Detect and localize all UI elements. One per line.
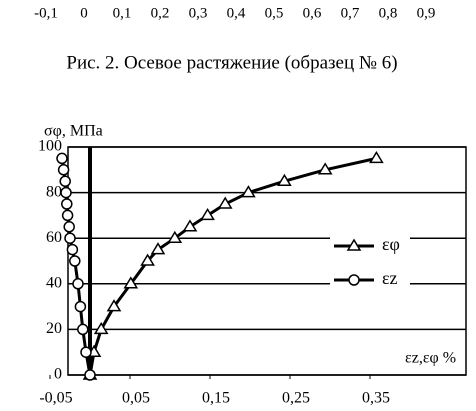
header-tick-label: 0,2 (151, 5, 170, 21)
header-tick-label: 0,1 (113, 5, 132, 21)
marker (63, 221, 75, 233)
x-tick-label: 0,05 (122, 390, 150, 407)
legend-label: εz (382, 268, 398, 288)
marker (80, 346, 92, 358)
y-tick-label: 0 (54, 366, 62, 383)
marker (241, 185, 256, 198)
marker (77, 323, 89, 336)
marker (93, 321, 109, 335)
marker (59, 175, 71, 187)
plot-frame (67, 146, 467, 376)
y-axis-label: σφ, МПа (44, 123, 103, 140)
marker (61, 209, 74, 222)
y-tick-label: 100 (38, 138, 62, 155)
marker (317, 162, 333, 175)
header-tick-label: 0,6 (303, 5, 322, 21)
x-axis-label: εz,εφ % (405, 350, 456, 367)
marker (72, 278, 84, 290)
x-tick-label: 0,15 (202, 390, 230, 407)
marker (56, 152, 68, 165)
marker (66, 243, 79, 256)
marker (61, 198, 73, 210)
y-tick-label: 60 (46, 229, 62, 246)
marker (123, 276, 139, 289)
legend-box (330, 226, 410, 302)
marker (140, 253, 155, 266)
marker (64, 232, 76, 244)
marker (57, 164, 70, 176)
y-tick-label: 80 (46, 183, 62, 200)
y-tick-label: 40 (46, 274, 62, 291)
x-tick-label: -0,05 (39, 390, 72, 407)
legend-label: εφ (382, 234, 400, 254)
legend-marker (348, 274, 360, 286)
header-tick-label: 0,9 (417, 5, 436, 21)
marker (84, 369, 96, 381)
marker (277, 173, 292, 186)
marker (217, 196, 233, 209)
marker (150, 242, 166, 255)
marker (369, 150, 384, 164)
marker (69, 255, 81, 267)
marker (200, 207, 215, 221)
x-tick-label: 0,35 (362, 390, 390, 407)
header-tick-label: 0,4 (227, 5, 246, 21)
marker (182, 219, 198, 232)
y-tick-label: 20 (46, 320, 62, 337)
x-tick-label: 0,25 (282, 390, 310, 407)
header-tick-label: 0 (80, 5, 88, 21)
marker (60, 186, 72, 199)
marker (167, 230, 183, 243)
header-tick-label: -0,1 (34, 5, 58, 21)
legend-marker (346, 238, 362, 251)
marker (106, 299, 122, 312)
header-tick-label: 0,7 (341, 5, 360, 21)
header-tick-label: 0,8 (379, 5, 398, 21)
header-tick-label: 0,3 (189, 5, 208, 21)
marker (74, 300, 87, 313)
header-tick-label: 0,5 (265, 5, 284, 21)
caption: Рис. 2. Осевое растяжение (образец № 6) (66, 52, 397, 73)
